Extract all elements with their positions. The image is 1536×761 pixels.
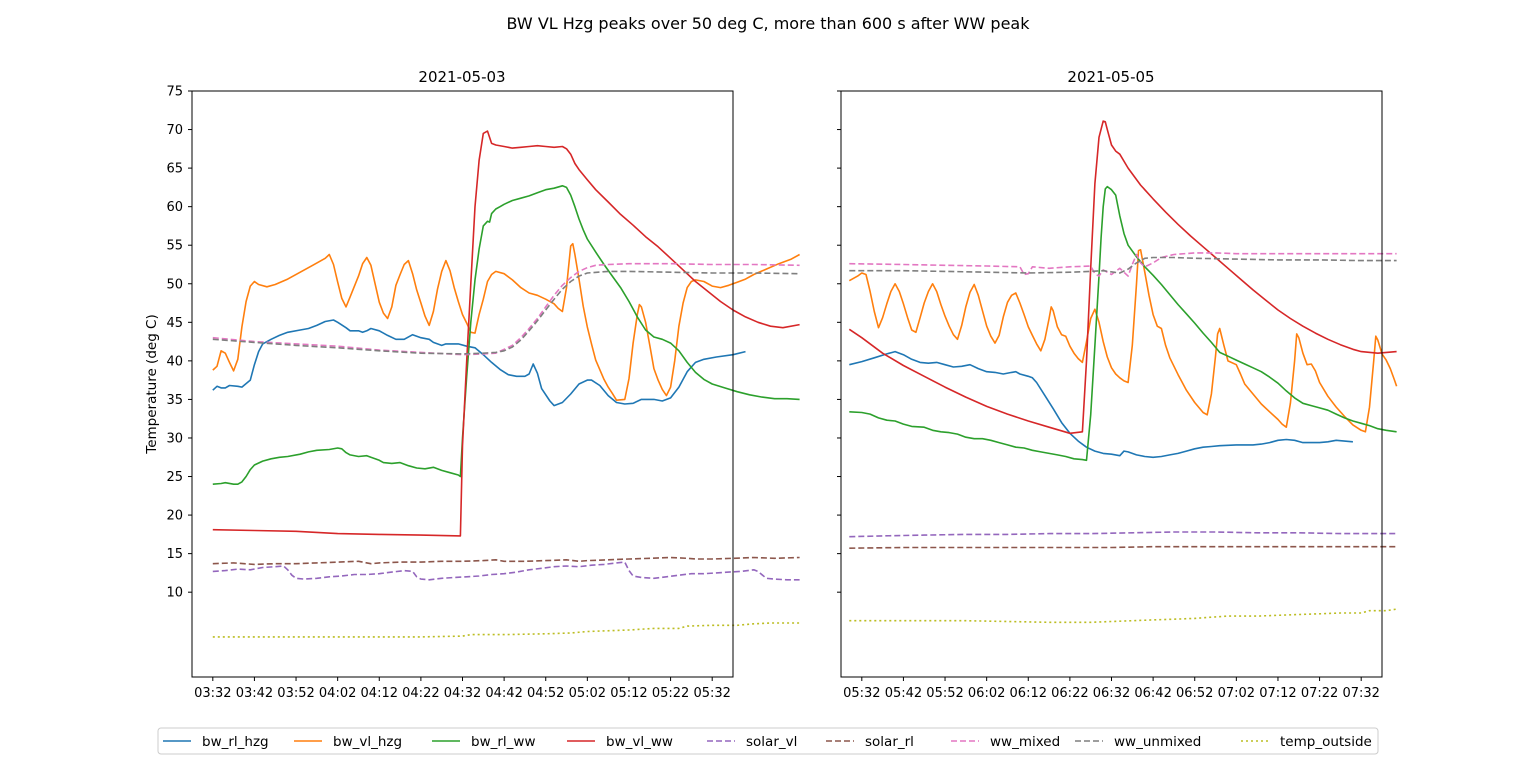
x-tick-label: 04:52	[527, 686, 564, 701]
y-tick-label: 60	[166, 200, 183, 215]
x-tick-label: 05:32	[843, 686, 880, 701]
x-tick-label: 05:42	[885, 686, 922, 701]
series-line-bw-rl-ww	[849, 185, 1397, 462]
x-tick-label: 06:12	[1010, 686, 1047, 701]
y-ticks-left: 10 15 20 25 30 35 40 45 50 55 60 65 70 75	[166, 85, 192, 601]
x-tick-label: 05:52	[926, 686, 963, 701]
series-line-ww-unmixed	[212, 270, 800, 355]
x-tick-label: 04:12	[361, 686, 398, 701]
x-tick-label: 07:02	[1218, 686, 1255, 701]
x-tick-label: 06:32	[1093, 686, 1130, 701]
legend-label-bw-rl-ww: bw_rl_ww	[471, 734, 536, 750]
y-tick-label: 45	[166, 316, 183, 331]
plot-area-left	[191, 90, 734, 678]
legend-frame	[157, 727, 1379, 755]
x-tick-label: 03:52	[277, 686, 314, 701]
series-line-solar-rl	[212, 556, 800, 566]
legend-label-bw-vl-hzg: bw_vl_hzg	[333, 734, 402, 750]
series-line-bw-rl-hzg	[212, 319, 746, 407]
plot-area-right	[840, 90, 1383, 678]
x-tick-label: 04:02	[319, 686, 356, 701]
x-tick-label: 05:02	[569, 686, 606, 701]
y-tick-label: 35	[166, 393, 183, 408]
x-tick-label: 05:12	[610, 686, 647, 701]
x-tick-label: 03:32	[194, 686, 231, 701]
x-ticks-left: 03:32 03:42 03:52 04:02 04:12 04:22 04:32 04:42…	[194, 677, 731, 701]
legend-label-temp-outside: temp_outside	[1280, 734, 1372, 750]
series-line-bw-vl-ww	[212, 130, 800, 537]
chart-panel-right: 2021-05-05 05:32 05:42 05:52 06:02 06:12 06:2…	[837, 68, 1398, 701]
legend-label-ww-mixed: ww_mixed	[990, 734, 1060, 750]
y-tick-label: 10	[166, 586, 183, 601]
x-tick-label: 07:22	[1301, 686, 1338, 701]
y-axis-label: Temperature (deg C)	[144, 314, 160, 455]
legend-label-solar-rl: solar_rl	[865, 734, 914, 750]
legend-label-ww-unmixed: ww_unmixed	[1114, 734, 1201, 750]
series-line-bw-vl-hzg	[212, 242, 800, 402]
x-tick-label: 06:42	[1134, 686, 1171, 701]
y-tick-label: 40	[166, 354, 183, 369]
x-tick-label: 07:32	[1342, 686, 1379, 701]
series-line-temp-outside	[849, 608, 1397, 624]
y-tick-label: 55	[166, 239, 183, 254]
x-tick-label: 04:22	[402, 686, 439, 701]
legend: bw_rl_hzg bw_vl_hzg bw_rl_ww bw_vl_ww solar_…	[157, 727, 1379, 755]
x-ticks-right: 05:32 05:42 05:52 06:02 06:12 06:22 06:32 06:42…	[843, 677, 1380, 701]
series-line-ww-mixed	[849, 252, 1397, 277]
y-tick-label: 65	[166, 162, 183, 177]
legend-label-solar-vl: solar_vl	[746, 734, 797, 750]
y-tick-label: 50	[166, 277, 183, 292]
legend-label-bw-rl-hzg: bw_rl_hzg	[202, 734, 269, 750]
chart-panel-left: 2021-05-03 1015202530354045505560657075 …	[166, 68, 800, 701]
panel-title-right: 2021-05-05	[1067, 68, 1154, 86]
y-tick-label: 20	[166, 509, 183, 524]
series-line-bw-vl-hzg	[848, 249, 1398, 433]
x-tick-label: 04:42	[485, 686, 522, 701]
series-line-temp-outside	[212, 622, 800, 638]
series-line-solar-vl	[849, 531, 1397, 538]
series-line-bw-rl-ww	[212, 185, 800, 486]
figure-title: BW VL Hzg peaks over 50 deg C, more than…	[507, 14, 1031, 33]
x-tick-label: 07:12	[1259, 686, 1296, 701]
y-tick-label: 70	[166, 123, 183, 138]
x-tick-label: 03:42	[236, 686, 273, 701]
y-tick-label: 75	[166, 85, 183, 100]
x-tick-label: 06:52	[1176, 686, 1213, 701]
series-lines-left	[212, 130, 800, 638]
y-tick-label: 15	[166, 547, 183, 562]
y-tick-label: 30	[166, 431, 183, 446]
y-tick-label: 25	[166, 470, 183, 485]
series-line-solar-vl	[212, 561, 800, 581]
series-line-bw-rl-hzg	[849, 350, 1353, 459]
series-lines-right	[848, 120, 1398, 624]
x-tick-label: 06:22	[1051, 686, 1088, 701]
series-line-solar-rl	[849, 545, 1397, 549]
legend-label-bw-vl-ww: bw_vl_ww	[606, 734, 673, 750]
series-line-ww-unmixed	[849, 256, 1397, 274]
y-ticks-right	[837, 90, 841, 593]
series-line-bw-vl-ww	[848, 120, 1397, 435]
series-line-ww-mixed	[212, 262, 800, 356]
panel-title-left: 2021-05-03	[418, 68, 505, 86]
x-tick-label: 06:02	[968, 686, 1005, 701]
x-tick-label: 05:22	[652, 686, 689, 701]
x-tick-label: 05:32	[693, 686, 730, 701]
x-tick-label: 04:32	[444, 686, 481, 701]
